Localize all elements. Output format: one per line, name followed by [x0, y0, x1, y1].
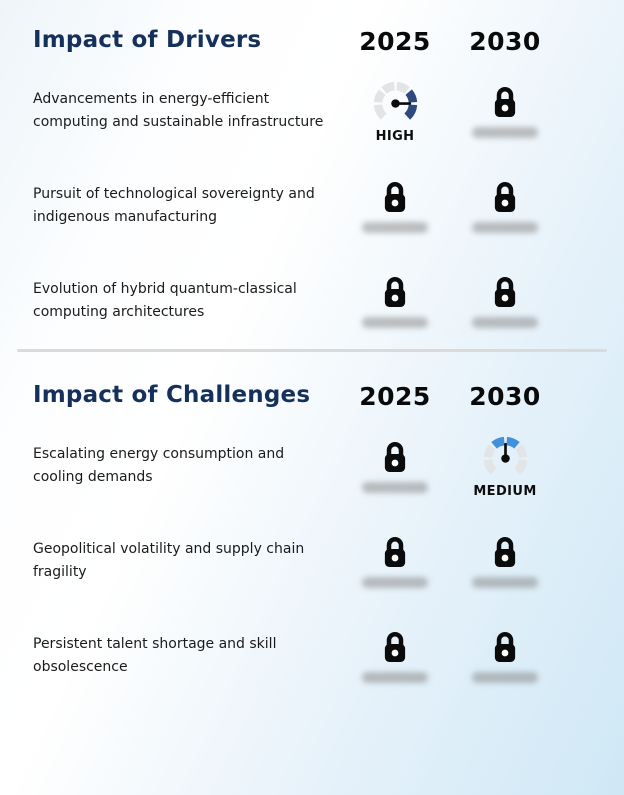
locked-value-redacted — [472, 576, 538, 588]
impact-cell-2030 — [450, 84, 560, 138]
lock-icon — [384, 276, 406, 307]
drivers-header: Impact of Drivers 2025 2030 — [33, 0, 560, 63]
locked-value-redacted — [472, 221, 538, 233]
table-row: Escalating energy consumption and coolin… — [33, 418, 560, 513]
locked-value-redacted — [362, 221, 428, 233]
impact-cell-2030 — [450, 534, 560, 588]
locked-value-redacted — [472, 671, 538, 683]
impact-cell-2025 — [340, 439, 450, 493]
lock-icon — [494, 276, 516, 307]
row-label: Advancements in energy-efficient computi… — [33, 90, 324, 130]
row-label: Geopolitical volatility and supply chain… — [33, 540, 305, 580]
table-row: Pursuit of technological sovereignty and… — [33, 158, 560, 253]
lock-icon — [384, 536, 406, 567]
locked-value-redacted — [362, 576, 428, 588]
locked-value-redacted — [472, 126, 538, 138]
impact-cell-2030: MEDIUM — [450, 432, 560, 499]
drivers-section: Impact of Drivers 2025 2030 Advancements… — [0, 0, 624, 348]
table-row: Persistent talent shortage and skill obs… — [33, 608, 560, 703]
row-label: Persistent talent shortage and skill obs… — [33, 635, 277, 675]
lock-icon — [384, 631, 406, 662]
challenges-section: Impact of Challenges 2025 2030 Escalatin… — [0, 352, 624, 703]
impact-cell-2025 — [340, 274, 450, 328]
locked-value-redacted — [362, 316, 428, 328]
lock-icon — [384, 441, 406, 472]
gauge-medium-icon — [483, 436, 527, 475]
impact-cell-2025: HIGH — [340, 77, 450, 144]
year-header-2030: 2030 — [469, 381, 541, 411]
lock-icon — [494, 86, 516, 117]
lock-icon — [494, 181, 516, 212]
row-label: Pursuit of technological sovereignty and… — [33, 185, 315, 225]
locked-value-redacted — [362, 481, 428, 493]
impact-cell-2030 — [450, 274, 560, 328]
impact-cell-2030 — [450, 179, 560, 233]
section-title-drivers: Impact of Drivers — [33, 27, 262, 54]
lock-icon — [494, 536, 516, 567]
year-header-2025: 2025 — [359, 26, 431, 56]
impact-cell-2025 — [340, 629, 450, 683]
locked-value-redacted — [362, 671, 428, 683]
impact-cell-2030 — [450, 629, 560, 683]
year-header-2025: 2025 — [359, 381, 431, 411]
section-divider — [17, 349, 607, 352]
impact-cell-2025 — [340, 534, 450, 588]
table-row: Advancements in energy-efficient computi… — [33, 63, 560, 158]
locked-value-redacted — [472, 316, 538, 328]
impact-level-label: HIGH — [375, 129, 415, 144]
lock-icon — [384, 181, 406, 212]
challenges-header: Impact of Challenges 2025 2030 — [33, 352, 560, 418]
impact-level-label: MEDIUM — [473, 484, 537, 499]
section-title-challenges: Impact of Challenges — [33, 382, 311, 409]
table-row: Geopolitical volatility and supply chain… — [33, 513, 560, 608]
table-row: Evolution of hybrid quantum-classical co… — [33, 253, 560, 348]
row-label: Escalating energy consumption and coolin… — [33, 445, 285, 485]
row-label: Evolution of hybrid quantum-classical co… — [33, 280, 297, 320]
impact-cell-2025 — [340, 179, 450, 233]
lock-icon — [494, 631, 516, 662]
gauge-high-icon — [373, 81, 417, 120]
year-header-2030: 2030 — [469, 26, 541, 56]
